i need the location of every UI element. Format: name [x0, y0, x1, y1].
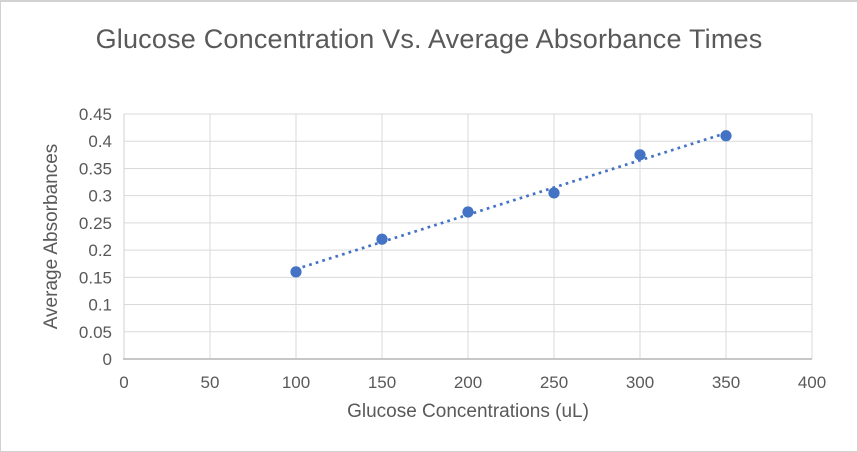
data-point — [634, 149, 646, 161]
x-tick-label: 100 — [282, 373, 310, 392]
data-point — [290, 266, 302, 278]
y-tick-label: 0.25 — [79, 214, 112, 233]
x-tick-label: 300 — [626, 373, 654, 392]
y-tick-label: 0.35 — [79, 159, 112, 178]
x-tick-label: 400 — [798, 373, 826, 392]
x-tick-label: 350 — [712, 373, 740, 392]
x-tick-label: 150 — [368, 373, 396, 392]
data-point — [720, 130, 732, 142]
x-tick-label: 50 — [201, 373, 220, 392]
x-axis-title: Glucose Concentrations (uL) — [347, 401, 589, 422]
y-tick-label: 0 — [103, 350, 112, 369]
y-tick-label: 0.2 — [88, 241, 112, 260]
trendline — [295, 131, 727, 271]
y-tick-label: 0.1 — [88, 296, 112, 315]
y-tick-label: 0.4 — [88, 132, 112, 151]
x-tick-label: 200 — [454, 373, 482, 392]
data-point — [462, 206, 474, 218]
y-axis-title: Average Absorbances — [41, 144, 62, 330]
y-tick-label: 0.05 — [79, 323, 112, 342]
y-tick-label: 0.3 — [88, 187, 112, 206]
chart-title: Glucose Concentration Vs. Average Absorb… — [95, 24, 763, 54]
data-point — [548, 187, 560, 199]
y-tick-label: 0.15 — [79, 268, 112, 287]
x-tick-label: 250 — [540, 373, 568, 392]
data-point — [376, 233, 388, 245]
y-tick-label: 0.45 — [79, 105, 112, 124]
x-tick-label: 0 — [119, 373, 128, 392]
